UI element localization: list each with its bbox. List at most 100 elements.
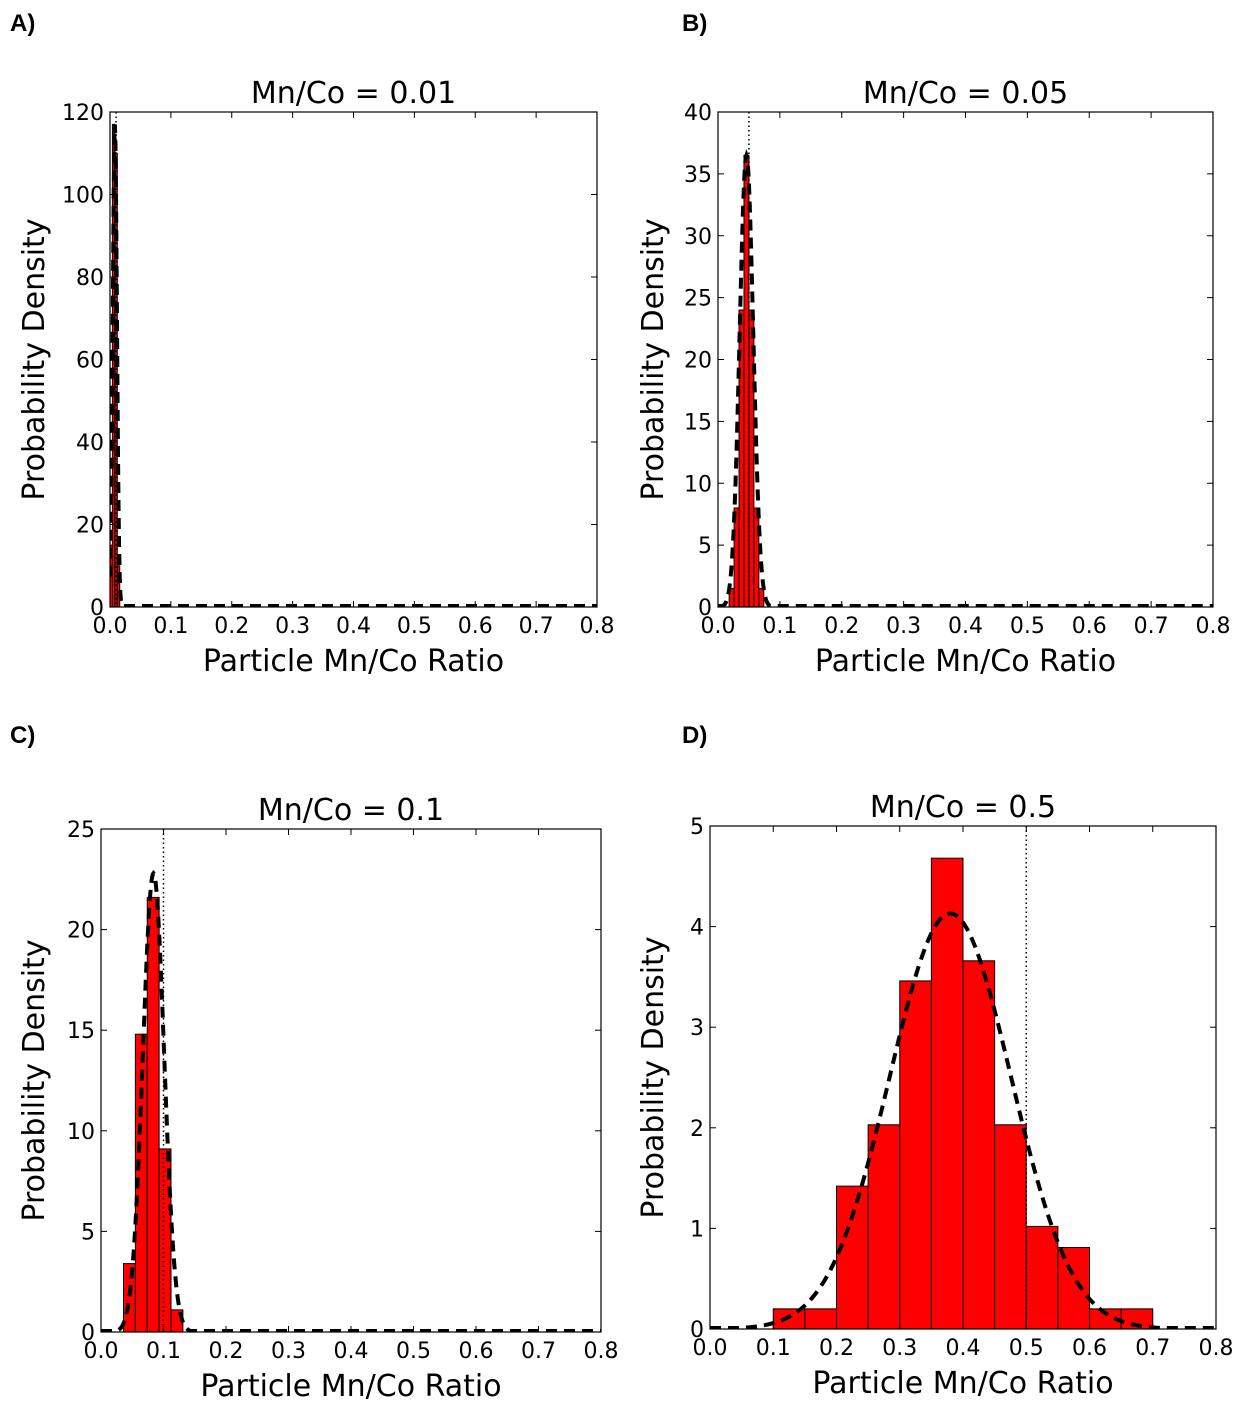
x-tick-label-d-7: 0.7 (1135, 1336, 1170, 1361)
y-tick-label-a-5: 100 (62, 184, 104, 209)
y-axis-label-b: Probability Density (636, 218, 671, 500)
chart-panel-b: 0.0 0.1 0.2 0.3 0.4 0.5 0.6 0.7 0.8 0 5 10 15 20 25 30 3… (636, 76, 1231, 679)
histogram-bar-b-6 (758, 587, 765, 607)
x-tick-label-c-7: 0.7 (521, 1339, 556, 1364)
chart-title-a: Mn/Co = 0.01 (251, 76, 456, 111)
y-tick-label-c-3: 15 (67, 1019, 95, 1044)
panel-label-d: D) (682, 722, 708, 749)
x-tick-label-d-6: 0.6 (1072, 1336, 1107, 1361)
x-tick-label-a-4: 0.4 (336, 614, 371, 639)
x-tick-label-a-7: 0.7 (519, 614, 554, 639)
x-tick-label-a-0: 0.0 (93, 614, 128, 639)
y-tick-label-b-0: 0 (698, 596, 712, 621)
histogram-bar-d-2 (836, 1185, 869, 1329)
y-tick-label-a-2: 40 (76, 431, 104, 456)
x-tick-label-d-0: 0.0 (693, 1336, 728, 1361)
x-tick-label-b-8: 0.8 (1196, 614, 1231, 639)
y-tick-label-c-1: 5 (81, 1220, 95, 1245)
y-tick-label-b-3: 15 (684, 410, 712, 435)
x-tick-label-d-4: 0.4 (946, 1336, 981, 1361)
x-tick-label-a-6: 0.6 (458, 614, 493, 639)
fit-curve-c (101, 870, 601, 1332)
y-tick-label-b-4: 20 (684, 349, 712, 374)
plot-area-a (110, 112, 597, 607)
chart-title-b: Mn/Co = 0.05 (863, 76, 1068, 111)
y-tick-label-a-3: 60 (76, 349, 104, 374)
y-tick-label-a-1: 20 (76, 514, 104, 539)
fit-curve-a (110, 124, 597, 607)
plot-frame-b (717, 111, 1214, 608)
x-tick-label-a-5: 0.5 (397, 614, 432, 639)
y-tick-label-b-8: 40 (684, 101, 712, 126)
x-tick-label-a-8: 0.8 (580, 614, 615, 639)
chart-panel-c: 0.0 0.1 0.2 0.3 0.4 0.5 0.6 0.7 0.8 0 5 10 15 20 25 Mn/… (17, 793, 619, 1401)
y-tick-label-b-5: 25 (684, 287, 712, 312)
fit-curve-d (710, 911, 1216, 1329)
fit-curve-b (718, 148, 1213, 607)
x-tick-label-d-8: 0.8 (1199, 1336, 1234, 1361)
y-tick-label-b-2: 10 (684, 472, 712, 497)
y-tick-label-a-4: 80 (76, 266, 104, 291)
x-tick-label-a-2: 0.2 (214, 614, 249, 639)
y-axis-label-d: Probability Density (636, 936, 671, 1218)
plot-frame-a (109, 111, 598, 608)
histogram-bar-a-3 (116, 565, 121, 607)
x-tick-label-b-6: 0.6 (1072, 614, 1107, 639)
x-tick-label-b-7: 0.7 (1134, 614, 1169, 639)
plot-area-c (101, 829, 601, 1332)
x-tick-label-c-6: 0.6 (459, 1339, 494, 1364)
x-axis-label-c: Particle Mn/Co Ratio (200, 1369, 501, 1401)
x-tick-label-b-1: 0.1 (762, 614, 797, 639)
y-tick-label-c-2: 10 (67, 1120, 95, 1145)
y-tick-label-c-5: 25 (67, 818, 95, 843)
x-tick-label-c-1: 0.1 (146, 1339, 181, 1364)
histogram-bar-d-8 (1025, 1225, 1059, 1329)
chart-title-c: Mn/Co = 0.1 (258, 793, 444, 828)
histogram-bar-d-1 (804, 1308, 837, 1329)
y-tick-label-c-4: 20 (67, 919, 95, 944)
y-tick-label-d-1: 1 (690, 1217, 704, 1242)
x-axis-label-d: Particle Mn/Co Ratio (812, 1366, 1113, 1401)
y-tick-label-d-0: 0 (690, 1318, 704, 1343)
x-tick-label-c-2: 0.2 (209, 1339, 244, 1364)
histogram-bar-d-5 (930, 857, 964, 1329)
histogram-bar-d-7 (994, 1124, 1027, 1329)
x-tick-label-b-0: 0.0 (701, 614, 736, 639)
histogram-bar-d-9 (1057, 1247, 1090, 1329)
chart-title-d: Mn/Co = 0.5 (870, 790, 1056, 825)
y-tick-label-c-0: 0 (81, 1321, 95, 1346)
x-tick-label-d-1: 0.1 (756, 1336, 791, 1361)
y-tick-label-d-3: 3 (690, 1016, 704, 1041)
x-tick-label-d-3: 0.3 (882, 1336, 917, 1361)
plot-frame-c (100, 828, 602, 1333)
histogram-bar-b-1 (733, 507, 740, 607)
x-tick-label-c-0: 0.0 (84, 1339, 119, 1364)
panel-label-c: C) (10, 722, 36, 749)
x-tick-label-b-4: 0.4 (948, 614, 983, 639)
histogram-bar-b-5 (753, 507, 760, 607)
chart-panel-d: 0.0 0.1 0.2 0.3 0.4 0.5 0.6 0.7 0.8 0 1 2 3 4 5 Mn/Co =… (636, 790, 1234, 1401)
histogram-bar-d-6 (962, 960, 996, 1329)
x-tick-label-a-3: 0.3 (275, 614, 310, 639)
histogram-bar-c-2 (146, 896, 160, 1332)
x-tick-label-d-2: 0.2 (819, 1336, 854, 1361)
x-tick-label-c-4: 0.4 (334, 1339, 369, 1364)
x-tick-label-a-1: 0.1 (153, 614, 188, 639)
y-axis-label-a: Probability Density (17, 218, 52, 500)
x-tick-label-b-3: 0.3 (886, 614, 921, 639)
x-tick-label-b-2: 0.2 (824, 614, 859, 639)
y-tick-label-b-6: 30 (684, 225, 712, 250)
y-tick-label-d-5: 5 (690, 815, 704, 840)
y-axis-label-c: Probability Density (17, 939, 52, 1221)
y-tick-label-d-4: 4 (690, 916, 704, 941)
y-tick-label-b-7: 35 (684, 163, 712, 188)
panel-label-b: B) (682, 10, 708, 37)
histogram-bar-d-3 (867, 1124, 901, 1329)
x-tick-label-c-5: 0.5 (396, 1339, 431, 1364)
x-tick-label-c-8: 0.8 (584, 1339, 619, 1364)
y-tick-label-d-2: 2 (690, 1117, 704, 1142)
panel-label-a: A) (10, 10, 36, 37)
y-tick-label-b-1: 5 (698, 534, 712, 559)
x-axis-label-b: Particle Mn/Co Ratio (815, 644, 1116, 679)
histogram-bar-d-4 (899, 980, 932, 1329)
